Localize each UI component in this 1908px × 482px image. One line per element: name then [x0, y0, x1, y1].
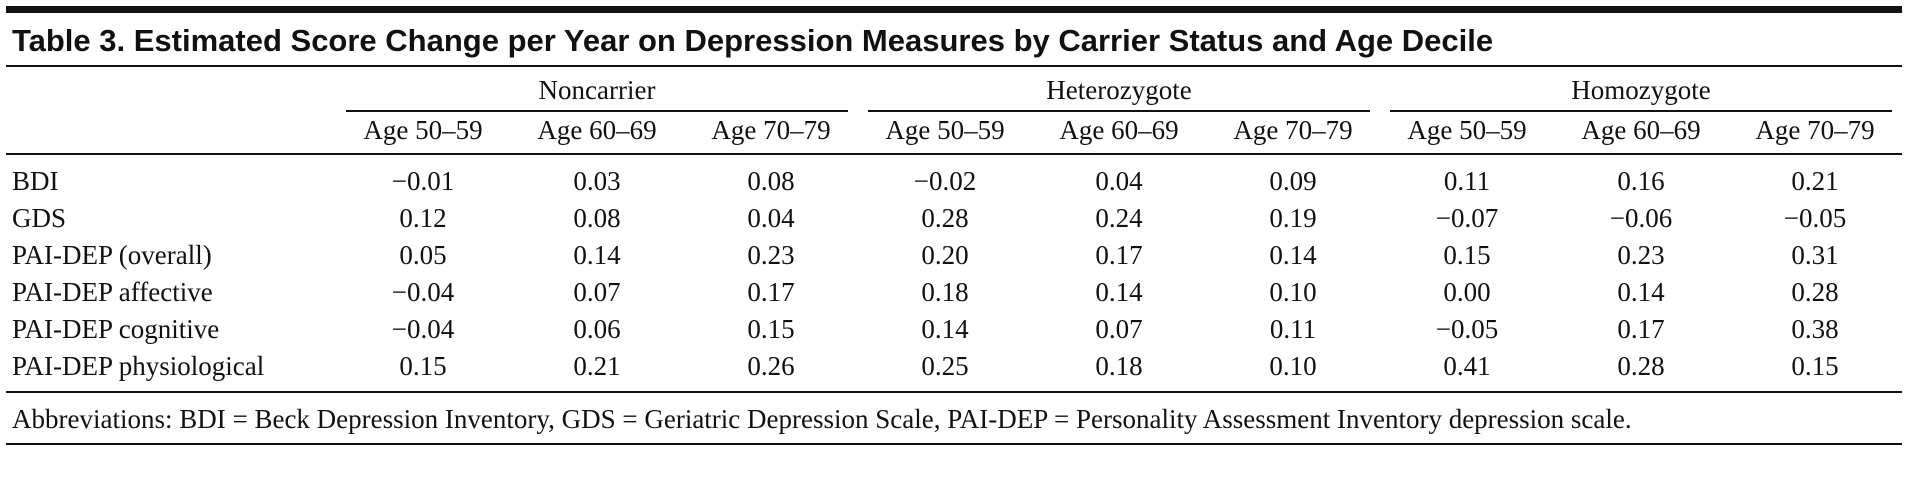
- group-header: Noncarrier: [346, 75, 849, 112]
- cell-value: 0.25: [921, 351, 969, 381]
- corner-cell: [6, 112, 336, 154]
- cell-value: 0.18: [1095, 351, 1143, 381]
- cell-value: 0.17: [1095, 240, 1143, 270]
- row-label: PAI-DEP (overall): [12, 240, 212, 270]
- cell-value: 0.15: [747, 314, 795, 344]
- cell-value: 0.10: [1269, 351, 1317, 381]
- table-row: PAI-DEP (overall) 0.05 0.14 0.23 0.20 0.17 0.1…: [6, 237, 1902, 274]
- group-header-row: Noncarrier Heterozygote Homozygote: [6, 67, 1902, 112]
- group-header-cell: Heterozygote: [858, 67, 1380, 112]
- cell-value: −0.02: [913, 166, 977, 196]
- cell-value: 0.21: [1791, 166, 1839, 196]
- cell-value: 0.08: [747, 166, 795, 196]
- cell-value: 0.04: [747, 203, 795, 233]
- cell-value: 0.11: [1443, 166, 1491, 196]
- group-header-cell: Homozygote: [1380, 67, 1902, 112]
- cell-value: −0.05: [1435, 314, 1499, 344]
- cell-value: 0.12: [399, 203, 447, 233]
- cell-value: −0.06: [1609, 203, 1673, 233]
- table-figure: Table 3. Estimated Score Change per Year…: [6, 6, 1903, 445]
- data-table: Noncarrier Heterozygote Homozygote Age 50–5…: [6, 67, 1903, 393]
- group-header: Homozygote: [1390, 75, 1893, 112]
- table-row: PAI-DEP physiological 0.15 0.21 0.26 0.25 0.1…: [6, 348, 1902, 392]
- row-label: PAI-DEP cognitive: [12, 314, 220, 344]
- column-header: Age 50–59: [1407, 115, 1527, 145]
- column-header: Age 70–79: [711, 115, 831, 145]
- column-header: Age 70–79: [1233, 115, 1353, 145]
- cell-value: 0.38: [1791, 314, 1839, 344]
- table-row: PAI-DEP cognitive −0.04 0.06 0.15 0.14 0.07 0.…: [6, 311, 1902, 348]
- cell-value: 0.00: [1443, 277, 1491, 307]
- cell-value: −0.01: [391, 166, 455, 196]
- cell-value: 0.19: [1269, 203, 1317, 233]
- cell-value: 0.24: [1095, 203, 1143, 233]
- cell-value: 0.23: [1617, 240, 1665, 270]
- cell-value: 0.28: [1617, 351, 1665, 381]
- column-header: Age 60–69: [1581, 115, 1701, 145]
- table-body: BDI −0.01 0.03 0.08 −0.02 0.04 0.09 0.11 0.16 0.2…: [6, 154, 1903, 392]
- cell-value: 0.04: [1095, 166, 1143, 196]
- corner-cell: [6, 67, 336, 112]
- cell-value: 0.26: [747, 351, 795, 381]
- cell-value: 0.41: [1443, 351, 1491, 381]
- cell-value: 0.06: [573, 314, 621, 344]
- column-header: Age 70–79: [1755, 115, 1875, 145]
- cell-value: 0.16: [1617, 166, 1665, 196]
- cell-value: 0.14: [573, 240, 621, 270]
- cell-value: 0.10: [1269, 277, 1317, 307]
- cell-value: 0.17: [747, 277, 795, 307]
- cell-value: 0.14: [921, 314, 969, 344]
- column-header: Age 60–69: [1059, 115, 1179, 145]
- cell-value: 0.21: [573, 351, 621, 381]
- cell-value: −0.04: [391, 314, 455, 344]
- cell-value: 0.23: [747, 240, 795, 270]
- row-label: GDS: [12, 203, 67, 233]
- top-rule: [6, 6, 1902, 13]
- table-row: PAI-DEP affective −0.04 0.07 0.17 0.18 0.14 0.…: [6, 274, 1902, 311]
- cell-value: 0.08: [573, 203, 621, 233]
- cell-value: 0.20: [921, 240, 969, 270]
- group-header: Heterozygote: [868, 75, 1371, 112]
- cell-value: 0.28: [921, 203, 969, 233]
- row-label: BDI: [12, 166, 59, 196]
- table-row: BDI −0.01 0.03 0.08 −0.02 0.04 0.09 0.11 0.16 0.2…: [6, 154, 1902, 200]
- cell-value: 0.15: [1791, 351, 1839, 381]
- table-row: GDS 0.12 0.08 0.04 0.28 0.24 0.19 −0.07 −0.06 −0.…: [6, 200, 1902, 237]
- cell-value: 0.15: [1443, 240, 1491, 270]
- group-header-cell: Noncarrier: [336, 67, 858, 112]
- cell-value: 0.09: [1269, 166, 1317, 196]
- cell-value: −0.04: [391, 277, 455, 307]
- row-label: PAI-DEP affective: [12, 277, 213, 307]
- cell-value: 0.15: [399, 351, 447, 381]
- cell-value: −0.05: [1783, 203, 1847, 233]
- cell-value: 0.07: [573, 277, 621, 307]
- cell-value: 0.17: [1617, 314, 1665, 344]
- cell-value: 0.14: [1269, 240, 1317, 270]
- column-header: Age 50–59: [363, 115, 483, 145]
- cell-value: 0.05: [399, 240, 447, 270]
- cell-value: 0.07: [1095, 314, 1143, 344]
- table-header: Noncarrier Heterozygote Homozygote Age 50–5…: [6, 67, 1903, 154]
- cell-value: −0.07: [1435, 203, 1499, 233]
- footnote: Abbreviations: BDI = Beck Depression Inv…: [6, 393, 1902, 445]
- column-header: Age 60–69: [537, 115, 657, 145]
- row-label: PAI-DEP physiological: [12, 351, 265, 381]
- column-header: Age 50–59: [885, 115, 1005, 145]
- cell-value: 0.31: [1791, 240, 1839, 270]
- cell-value: 0.03: [573, 166, 621, 196]
- table-title: Table 3. Estimated Score Change per Year…: [6, 13, 1902, 67]
- cell-value: 0.14: [1095, 277, 1143, 307]
- cell-value: 0.11: [1269, 314, 1317, 344]
- cell-value: 0.18: [921, 277, 969, 307]
- cell-value: 0.14: [1617, 277, 1665, 307]
- cell-value: 0.28: [1791, 277, 1839, 307]
- column-header-row: Age 50–59 Age 60–69 Age 70–79 Age 50–59 Age …: [6, 112, 1903, 154]
